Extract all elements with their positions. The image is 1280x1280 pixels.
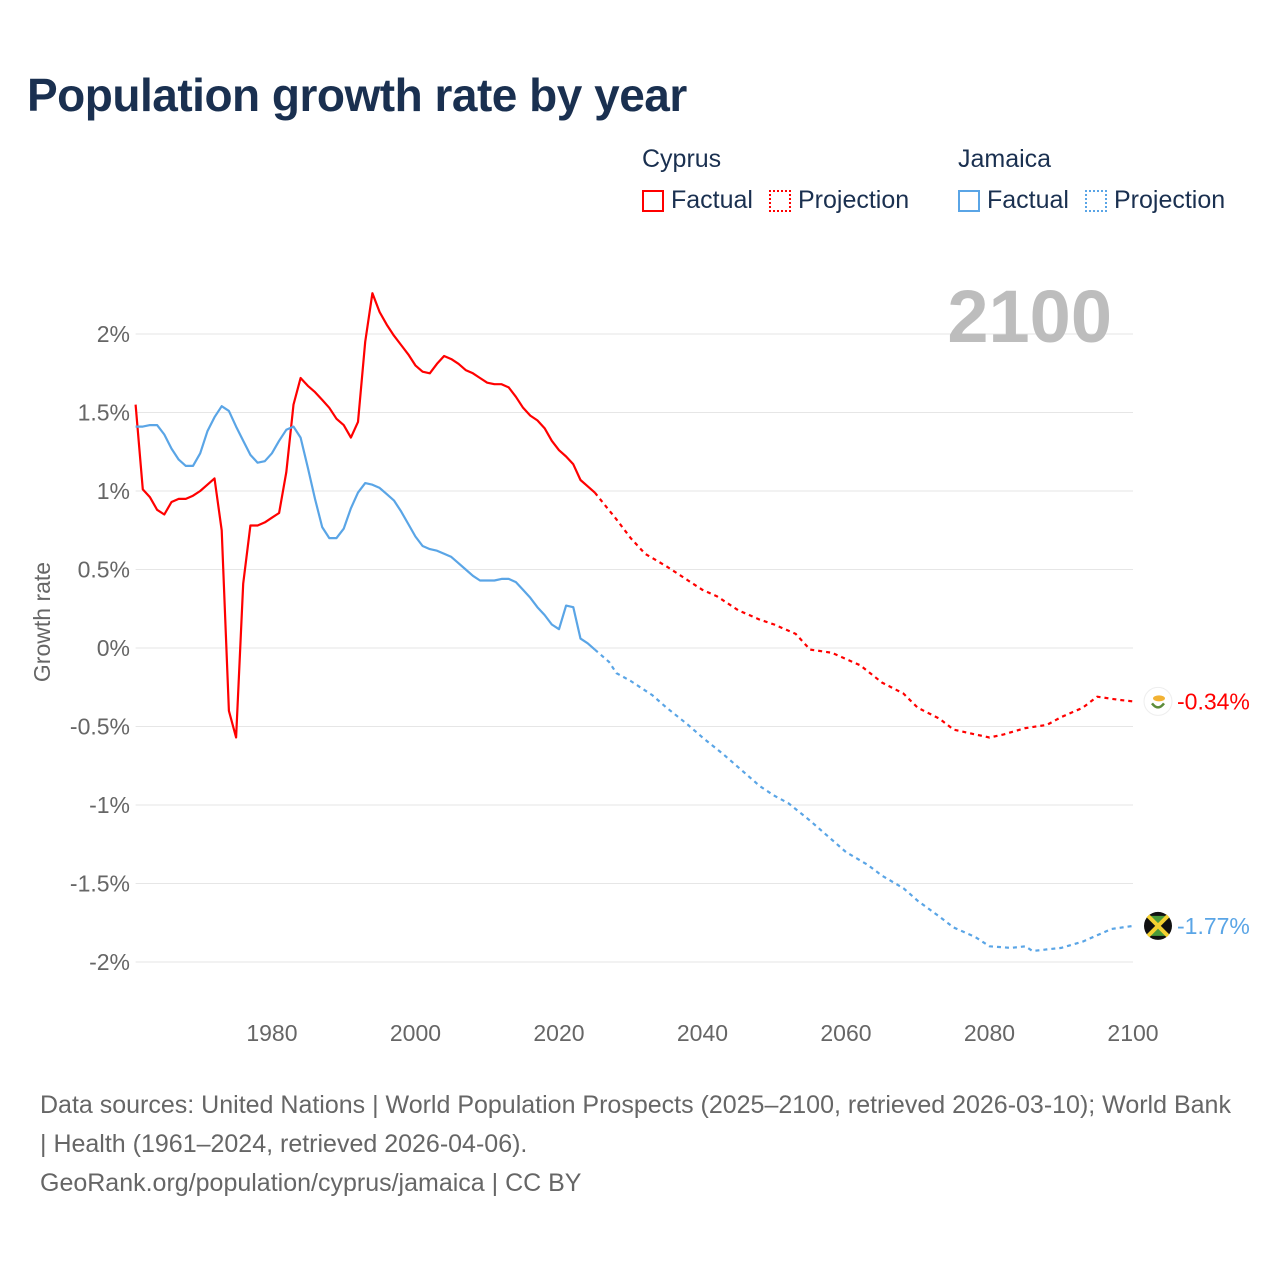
series-line-cyprus-projection (593, 491, 1134, 739)
credit-link[interactable]: GeoRank.org/population/cyprus/jamaica | … (40, 1169, 582, 1197)
chart-title: Population growth rate by year (27, 69, 687, 121)
end-value-label-jamaica: -1.77% (1177, 913, 1250, 939)
x-tick-label: 2040 (677, 1020, 728, 1046)
legend-item-jamaica-projection[interactable]: Projection (1084, 186, 1226, 215)
legend-swatch-dotted (768, 189, 791, 212)
legend-label: Factual (987, 186, 1069, 214)
legend-label: Projection (797, 186, 910, 214)
y-tick-label: -1.5% (70, 871, 130, 897)
y-tick-label: -2% (89, 949, 130, 975)
legend-jamaica: Jamaica Factual Projection (958, 145, 1241, 215)
year-watermark: 2100 (947, 275, 1112, 358)
flag-island (1153, 695, 1165, 702)
gridlines (135, 333, 1133, 963)
series-line-jamaica-factual (135, 405, 596, 651)
legend-item-cyprus-factual[interactable]: Factual (642, 186, 753, 215)
x-tick-label: 2020 (533, 1020, 584, 1046)
legend-cyprus: Cyprus Factual Projection (642, 145, 925, 215)
y-axis-label: Growth rate (29, 562, 55, 682)
y-tick-label: -1% (89, 792, 130, 818)
y-tick-label: -0.5% (70, 714, 130, 740)
x-tick-label: 2080 (964, 1020, 1015, 1046)
flag-cyprus-icon (1143, 686, 1173, 716)
y-tick-label: 0% (97, 635, 130, 661)
series-line-cyprus-factual (134, 292, 596, 739)
x-tick-label: 2100 (1107, 1020, 1158, 1046)
data-sources: Data sources: United Nations | World Pop… (40, 1091, 1231, 1158)
series-lines (134, 292, 1134, 953)
x-axis-ticks: 1980 2000 2020 2040 2060 2080 2100 (246, 1020, 1158, 1046)
legend-swatch-solid (642, 189, 664, 212)
end-value-label-cyprus: -0.34% (1177, 688, 1250, 714)
y-tick-label: 1% (97, 478, 130, 504)
end-labels: -0.34% -1.77% (1143, 686, 1250, 940)
flag-saltire (1146, 914, 1170, 938)
y-tick-label: 0.5% (78, 557, 130, 583)
flag-branches (1151, 702, 1165, 709)
legend-item-cyprus-projection[interactable]: Projection (768, 186, 910, 215)
legend-label: Projection (1113, 186, 1226, 214)
legend-item-jamaica-factual[interactable]: Factual (958, 186, 1069, 215)
flag-bg (1143, 686, 1173, 716)
x-tick-label: 1980 (246, 1020, 297, 1046)
x-tick-label: 2060 (820, 1020, 871, 1046)
legend-label: Factual (671, 186, 753, 214)
y-axis-ticks: 2% 1.5% 1% 0.5% 0% -0.5% -1% -1.5% -2% (70, 321, 130, 975)
legend-swatch-dotted (1084, 189, 1107, 212)
flag-jamaica-icon (1144, 911, 1172, 940)
y-tick-label: 2% (97, 321, 130, 347)
line-chart: 2% 1.5% 1% 0.5% 0% -0.5% -1% -1.5% -2% 1980 2000 2… (29, 275, 1250, 1046)
x-tick-label: 2000 (390, 1020, 441, 1046)
legend-swatch-solid (958, 189, 980, 212)
legend-country-jamaica: Jamaica (958, 145, 1052, 173)
legend-country-cyprus: Cyprus (642, 145, 722, 173)
series-line-jamaica-projection (594, 648, 1134, 953)
footer: Data sources: United Nations | World Pop… (40, 1086, 1240, 1203)
y-tick-label: 1.5% (78, 400, 130, 426)
